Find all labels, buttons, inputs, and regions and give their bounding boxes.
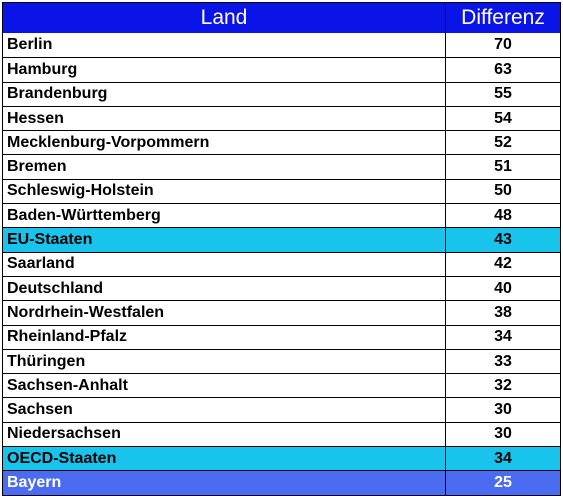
cell-land: Sachsen-Anhalt xyxy=(3,374,446,398)
table-row: Berlin 70 xyxy=(3,33,560,58)
cell-differenz: 51 xyxy=(494,158,512,176)
cell-land: EU-Staaten xyxy=(3,228,446,252)
cell-land: Nordrhein-Westfalen xyxy=(3,301,446,325)
cell-differenz: 50 xyxy=(494,182,512,200)
table-row: Schleswig-Holstein 50 xyxy=(3,178,560,204)
table-row: Hamburg 63 xyxy=(3,57,560,82)
cell-differenz: 42 xyxy=(494,255,512,273)
cell-differenz: 55 xyxy=(494,85,512,103)
table-row: Bremen 51 xyxy=(3,154,560,179)
cell-differenz: 30 xyxy=(494,425,512,443)
table-row: Mecklenburg-Vorpommern 52 xyxy=(3,130,560,155)
cell-differenz: 32 xyxy=(494,376,512,394)
cell-land: Thüringen xyxy=(3,349,446,374)
cell-differenz: 54 xyxy=(494,109,512,127)
table-row: Nordrhein-Westfalen 38 xyxy=(3,300,560,325)
table-header-row: Land Differenz xyxy=(3,3,560,33)
table-row: Deutschland 40 xyxy=(3,275,560,301)
cell-land: Baden-Württemberg xyxy=(3,204,446,228)
cell-land: Bremen xyxy=(3,155,446,179)
cell-differenz: 38 xyxy=(494,303,512,321)
cell-differenz: 63 xyxy=(494,60,512,78)
table-row: EU-Staaten 43 xyxy=(3,227,560,252)
table-row: Bayern 25 xyxy=(3,470,560,495)
cell-land: Rheinland-Pfalz xyxy=(3,325,446,349)
table-row: OECD-Staaten 34 xyxy=(3,446,560,471)
cell-land: Hessen xyxy=(3,106,446,131)
table-body: Berlin 70 Hamburg 63 Brandenburg 55 Hessen 54 Me… xyxy=(3,33,560,495)
cell-land: Deutschland xyxy=(3,276,446,301)
table-row: Rheinland-Pfalz 34 xyxy=(3,324,560,349)
header-land: Land xyxy=(3,3,446,33)
cell-land: Mecklenburg-Vorpommern xyxy=(3,131,446,155)
cell-land: Hamburg xyxy=(3,58,446,82)
cell-land: OECD-Staaten xyxy=(3,447,446,471)
cell-differenz: 48 xyxy=(494,206,512,224)
cell-differenz: 34 xyxy=(494,449,512,467)
cell-land: Saarland xyxy=(3,252,446,276)
table-row: Brandenburg 55 xyxy=(3,81,560,106)
cell-differenz: 34 xyxy=(494,328,512,346)
cell-differenz: 33 xyxy=(494,352,512,370)
table-row: Sachsen-Anhalt 32 xyxy=(3,373,560,398)
cell-land: Bayern xyxy=(3,471,446,495)
cell-differenz: 25 xyxy=(494,473,512,491)
cell-differenz: 30 xyxy=(494,401,512,419)
cell-land: Schleswig-Holstein xyxy=(3,179,446,204)
cell-differenz: 70 xyxy=(494,36,512,54)
cell-differenz: 52 xyxy=(494,133,512,151)
table-row: Baden-Württemberg 48 xyxy=(3,203,560,228)
cell-land: Berlin xyxy=(3,33,446,58)
cell-differenz: 43 xyxy=(494,231,512,249)
cell-land: Sachsen xyxy=(3,398,446,422)
table-row: Hessen 54 xyxy=(3,105,560,131)
cell-land: Brandenburg xyxy=(3,82,446,106)
table-row: Niedersachsen 30 xyxy=(3,421,560,447)
table-row: Thüringen 33 xyxy=(3,348,560,374)
header-differenz: Differenz xyxy=(461,6,545,29)
table-row: Sachsen 30 xyxy=(3,397,560,422)
cell-differenz: 40 xyxy=(494,279,512,297)
cell-land: Niedersachsen xyxy=(3,422,446,447)
table-row: Saarland 42 xyxy=(3,251,560,276)
